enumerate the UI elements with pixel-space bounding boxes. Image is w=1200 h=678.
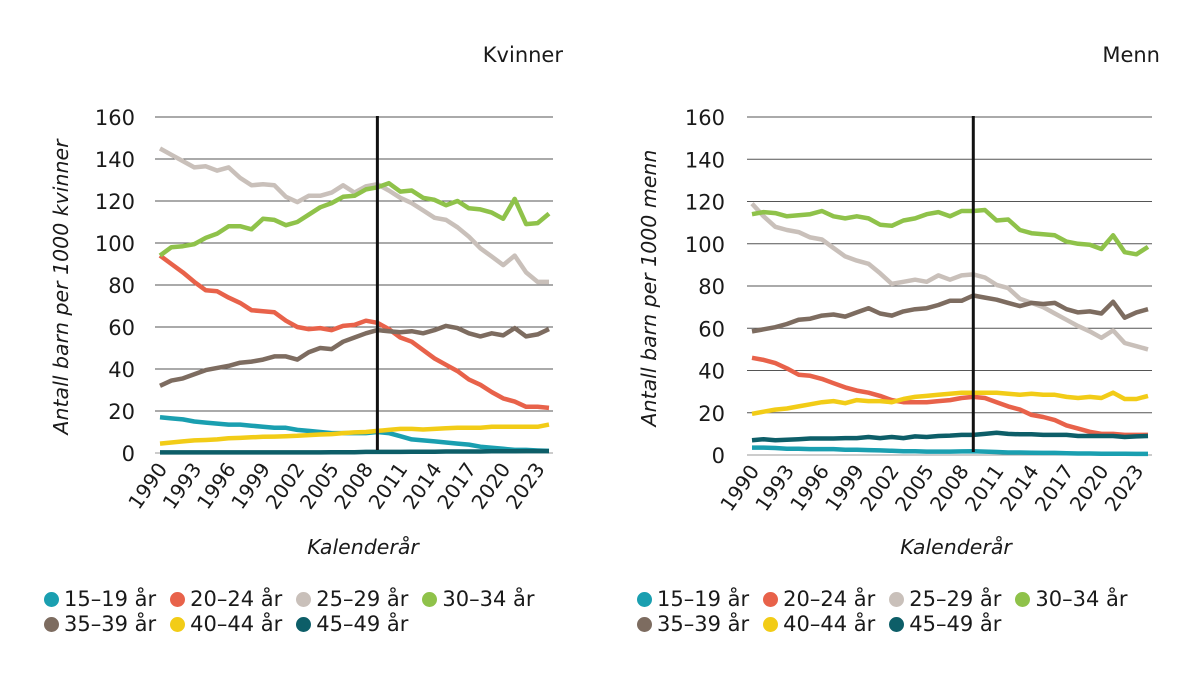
legend-label: 15–19 år — [657, 587, 750, 611]
legend-dot-15-19 — [637, 592, 652, 607]
legend-dot-35-39 — [637, 617, 652, 632]
legend-dot-20-24 — [763, 592, 779, 607]
y-tick-label: 0 — [712, 444, 725, 468]
series-line-30-34 — [751, 207, 1150, 257]
legend-item: 40–44 år — [763, 612, 875, 637]
y-tick-label: 80 — [108, 274, 135, 298]
legend-item: 40–44 år — [170, 612, 282, 637]
y-tick-label: 60 — [698, 317, 725, 341]
legend-menn: 15–19 år 20–24 år 25–29 år 30–34 år 35–3… — [637, 587, 1142, 637]
legend-label: 30–34 år — [442, 587, 535, 611]
chart-title: Menn — [1102, 43, 1160, 67]
x-tick-label: 2023 — [1100, 460, 1149, 515]
x-tick-label: 2023 — [501, 458, 550, 513]
legend-dot-45-49 — [889, 617, 905, 632]
legend-row-2: 35–39 år 40–44 år 45–49 år — [637, 612, 1142, 637]
y-tick-label: 100 — [685, 233, 725, 257]
legend-label: 45–49 år — [316, 612, 409, 636]
chart-kvinner: Kvinner 0 20 40 60 80 100 120 140 160 Antall barn … — [49, 43, 564, 559]
y-tick-label: 120 — [685, 191, 725, 215]
legend-item: 30–34 år — [1015, 587, 1128, 612]
y-tick-label: 60 — [108, 316, 135, 340]
series-line-40-44 — [159, 422, 550, 446]
legend-label: 15–19 år — [64, 587, 157, 611]
chart-panel-menn: Menn 0 20 40 60 80 100 120 140 160 Antall barn per… — [593, 0, 1193, 678]
chart-menn: Menn 0 20 40 60 80 100 120 140 160 Antall barn per… — [637, 43, 1160, 559]
y-axis-label: Antall barn per 1000 menn — [637, 150, 661, 429]
legend-label: 25–29 år — [909, 587, 1002, 611]
y-tick-label: 80 — [698, 275, 725, 299]
legend-item: 35–39 år — [44, 612, 156, 637]
y-tick-label: 40 — [698, 360, 725, 384]
x-axis-label: Kalenderår — [307, 534, 420, 559]
y-tick-label: 160 — [685, 106, 725, 130]
series-line-35-39 — [751, 293, 1149, 334]
legend-dot-30-34 — [1015, 592, 1031, 607]
legend-item: 25–29 år — [296, 587, 408, 612]
legend-row-1: 15–19 år 20–24 år 25–29 år 30–34 år — [44, 587, 549, 612]
y-tick-label: 20 — [698, 402, 725, 426]
x-axis-label: Kalenderår — [900, 534, 1013, 559]
legend-dot-25-29 — [296, 592, 312, 607]
legend-label: 25–29 år — [316, 587, 409, 611]
legend-row-2: 35–39 år 40–44 år 45–49 år — [44, 612, 549, 637]
legend-item: 15–19 år — [637, 587, 749, 612]
y-tick-label: 20 — [108, 400, 135, 424]
legend-row-1: 15–19 år 20–24 år 25–29 år 30–34 år — [637, 587, 1142, 612]
legend-item: 15–19 år — [44, 587, 156, 612]
series-line-45-49 — [751, 430, 1149, 443]
series-line-45-49 — [160, 448, 549, 455]
legend-label: 40–44 år — [190, 612, 283, 636]
series-line-15-19 — [752, 445, 1148, 457]
legend-label: 30–34 år — [1035, 587, 1128, 611]
y-tick-label: 120 — [95, 190, 135, 214]
legend-label: 45–49 år — [909, 612, 1002, 636]
series-line-25-29 — [158, 146, 549, 285]
legend-label: 20–24 år — [190, 587, 283, 611]
y-tick-label: 160 — [95, 106, 135, 130]
legend-dot-25-29 — [889, 592, 905, 607]
legend-dot-45-49 — [296, 617, 312, 632]
legend-item: 20–24 år — [763, 587, 875, 612]
legend-item: 35–39 år — [637, 612, 749, 637]
legend-dot-35-39 — [44, 617, 59, 632]
legend-dot-20-24 — [170, 592, 186, 607]
legend-item: 20–24 år — [170, 587, 282, 612]
y-tick-label: 140 — [95, 148, 135, 172]
legend-item: 45–49 år — [889, 612, 1001, 637]
legend-dot-15-19 — [44, 592, 59, 607]
legend-dot-30-34 — [422, 592, 438, 607]
legend-label: 40–44 år — [783, 612, 876, 636]
chart-panel-kvinner: Kvinner 0 20 40 60 80 100 120 140 160 Antall barn … — [44, 43, 564, 637]
legend-item: 30–34 år — [422, 587, 535, 612]
y-tick-label: 140 — [685, 148, 725, 172]
y-tick-label: 40 — [108, 358, 135, 382]
series-line-20-24 — [158, 253, 550, 411]
chart-title: Kvinner — [483, 43, 564, 67]
legend-dot-40-44 — [763, 617, 779, 632]
legend-kvinner: 15–19 år 20–24 år 25–29 år 30–34 år 35–3… — [44, 587, 549, 637]
legend-item: 45–49 år — [296, 612, 408, 637]
y-tick-label: 0 — [122, 442, 135, 466]
legend-label: 35–39 år — [64, 612, 157, 636]
series-line-25-29 — [750, 202, 1149, 352]
y-axis-label: Antall barn per 1000 kvinner — [49, 138, 73, 437]
y-tick-label: 100 — [95, 232, 135, 256]
legend-item: 25–29 år — [889, 587, 1001, 612]
legend-dot-40-44 — [170, 617, 186, 632]
series-line-30-34 — [158, 180, 551, 258]
series-line-20-24 — [751, 355, 1148, 438]
legend-label: 35–39 år — [657, 612, 750, 636]
legend-label: 20–24 år — [783, 587, 876, 611]
series-line-40-44 — [751, 390, 1149, 417]
series-line-35-39 — [159, 323, 550, 388]
